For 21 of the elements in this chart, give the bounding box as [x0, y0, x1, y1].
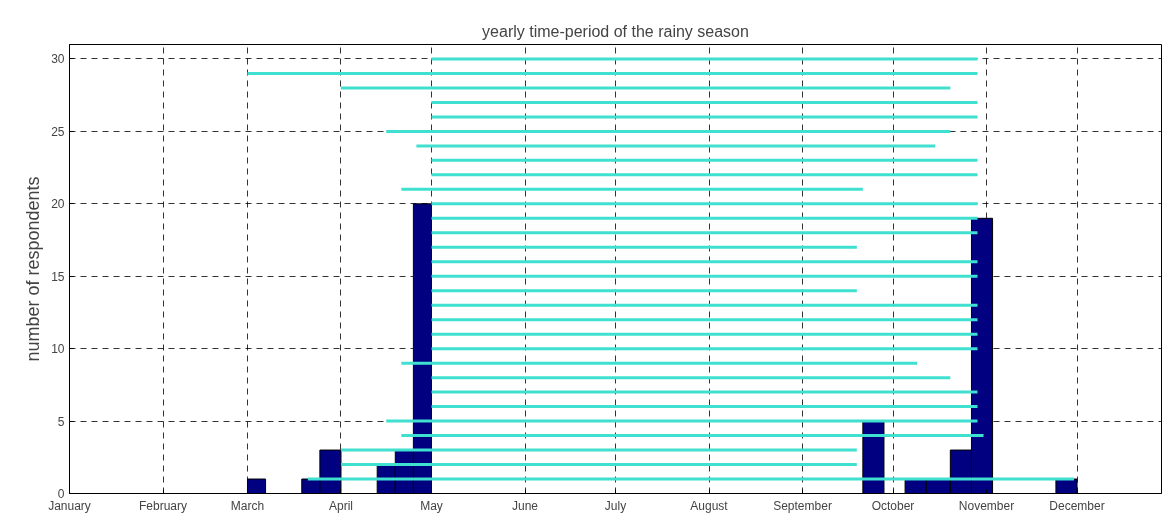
- chart-title: yearly time-period of the rainy season: [482, 22, 749, 40]
- y-axis-title: number of respondents: [23, 176, 44, 362]
- y-tick-label: 10: [51, 342, 65, 357]
- y-tick-label: 30: [51, 52, 65, 67]
- x-tick-label: December: [1049, 498, 1105, 513]
- y-tick-label: 0: [57, 487, 65, 501]
- x-tick-label: May: [420, 498, 443, 513]
- y-tick-label: 25: [51, 124, 65, 139]
- x-tick-label: March: [230, 498, 265, 513]
- x-tick-label: September: [773, 498, 832, 513]
- x-tick-label: August: [690, 498, 729, 513]
- x-tick-label: April: [328, 498, 353, 513]
- y-tick-label: 20: [51, 197, 65, 212]
- x-tick-label: June: [511, 498, 539, 513]
- x-tick-label: January: [48, 498, 91, 513]
- x-tick-label: July: [604, 498, 627, 513]
- x-tick-label: October: [871, 498, 915, 513]
- y-tick-label: 15: [51, 269, 65, 284]
- y-tick-label: 5: [57, 414, 65, 429]
- x-tick-label: February: [139, 498, 188, 513]
- x-tick-label: November: [958, 498, 1015, 513]
